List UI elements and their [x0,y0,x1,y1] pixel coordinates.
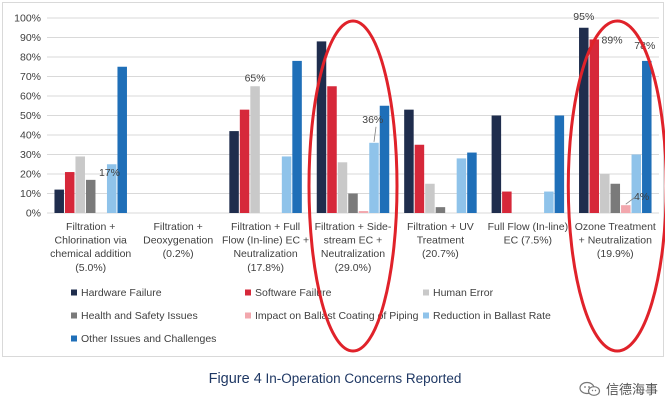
bar-health-and-safety-issues [610,183,621,213]
legend-swatch [245,312,251,319]
y-tick-label: 70% [20,71,41,83]
bar-impact-on-ballast-coating-of-piping [621,205,631,213]
bar-software-failure [502,191,512,213]
legend-label: Human Error [433,287,494,299]
y-tick-label: 80% [20,52,41,64]
bar-reduction-in-ballast-rate [456,158,467,213]
bar-impact-on-ballast-coating-of-piping [358,211,369,213]
legend-label: Hardware Failure [81,287,162,299]
highlight-ellipse [307,19,399,353]
legend-label: Impact on Ballast Coating of Piping [255,310,419,322]
highlight-ellipse [566,19,665,353]
legend-swatch [71,312,77,319]
bar-other-issues-and-challenges [379,105,390,213]
bar-other-issues-and-challenges [117,66,127,213]
chart-frame: 0% 10% 20% 30% 40% 50% 60% 70% 80% 90% 100% Filtrat… [2,2,665,357]
category-label: Ozone Treatment + Neutralization (19.9%) [575,221,656,260]
y-tick-label: 50% [20,110,41,122]
bar-health-and-safety-issues [85,179,96,213]
bar-software-failure [414,144,425,213]
caption-text: In-Operation Concerns Reported [261,371,462,386]
bar-human-error [337,162,348,213]
leader-line [373,126,377,142]
wechat-icon [579,381,601,396]
category-label: Filtration + Chlorination via chemical add… [50,221,131,274]
bar-human-error [250,86,260,213]
legend-swatch [423,289,429,296]
bar-reduction-in-ballast-rate [106,164,117,213]
category-label: Filtration + UV Treatment (20.7%) [407,221,474,260]
bar-hardware-failure [491,115,502,213]
category-label: Filtration + Deoxygenation (0.2%) [143,221,213,260]
y-tick-label: 30% [20,149,41,161]
y-tick-label: 100% [14,13,41,25]
legend-label: Software Failure [255,287,332,299]
y-tick-label: 90% [20,32,41,44]
bar-software-failure [327,86,337,213]
bar-other-issues-and-challenges [642,60,652,214]
caption-figure-label: Figure 4 [208,371,262,387]
y-tick-label: 60% [20,91,41,103]
bar-hardware-failure [316,41,327,214]
y-tick-label: 0% [26,208,41,220]
y-tick-label: 40% [20,130,41,142]
bar-software-failure [589,39,600,214]
legend-swatch [71,289,77,296]
y-tick-label: 10% [20,188,41,200]
bar-hardware-failure [404,109,414,213]
legend-label: Other Issues and Challenges [81,333,216,345]
bar-other-issues-and-challenges [467,152,477,213]
bar-other-issues-and-challenges [554,115,565,213]
data-label: 17% [99,167,120,179]
legend-swatch [245,289,251,296]
bar-health-and-safety-issues [348,193,358,213]
bar-human-error [600,174,610,213]
legend-swatch [423,312,429,319]
data-label: 4% [634,191,649,203]
bar-other-issues-and-challenges [292,60,302,214]
bar-hardware-failure [54,189,64,213]
legend-swatch [71,335,77,342]
legend-label: Health and Safety Issues [81,310,198,322]
data-label: 89% [602,34,623,46]
category-label: Filtration + Full Flow (In-line) EC + Neut… [222,221,309,274]
data-label: 65% [245,72,266,84]
bar-software-failure [64,172,75,213]
figure-caption: Figure 4 In-Operation Concerns Reported [0,371,670,387]
bar-hardware-failure [229,131,239,213]
legend-label: Reduction in Ballast Rate [433,310,551,322]
bar-human-error [425,183,435,213]
data-label: 95% [573,11,594,23]
watermark-text: 信德海事 [605,383,658,398]
y-tick-label: 20% [20,169,41,181]
bar-hardware-failure [579,27,589,213]
bar-reduction-in-ballast-rate [281,156,292,213]
bar-reduction-in-ballast-rate [544,191,554,213]
data-label: 36% [362,114,383,126]
leader-line [625,196,636,205]
bar-reduction-in-ballast-rate [369,142,379,213]
bar-chart: 0% 10% 20% 30% 40% 50% 60% 70% 80% 90% 100% Filtrat… [14,11,665,353]
bar-human-error [75,156,85,213]
category-label: Full Flow (In-line) EC (7.5%) [488,221,569,247]
bar-reduction-in-ballast-rate [631,154,642,213]
bar-health-and-safety-issues [435,207,446,213]
watermark: 信德海事 [579,379,658,398]
category-label: Filtration + Side-stream EC + Neutralizat… [315,221,392,274]
bar-software-failure [239,109,250,213]
